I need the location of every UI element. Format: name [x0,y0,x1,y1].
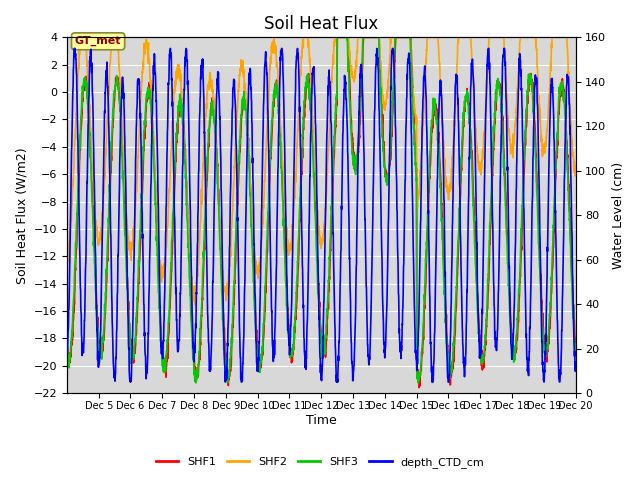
Y-axis label: Water Level (cm): Water Level (cm) [612,162,625,269]
Text: GT_met: GT_met [75,36,122,47]
X-axis label: Time: Time [306,414,337,427]
Title: Soil Heat Flux: Soil Heat Flux [264,15,378,33]
Legend: SHF1, SHF2, SHF3, depth_CTD_cm: SHF1, SHF2, SHF3, depth_CTD_cm [152,452,488,472]
Y-axis label: Soil Heat Flux (W/m2): Soil Heat Flux (W/m2) [15,147,28,284]
